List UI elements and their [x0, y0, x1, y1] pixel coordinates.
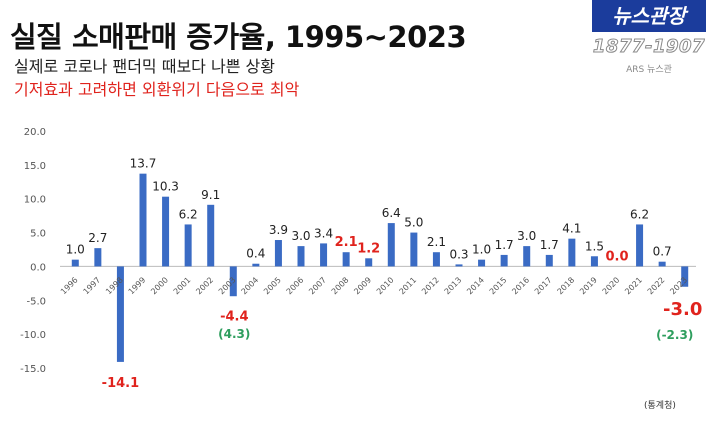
- bar-1999: [139, 173, 147, 267]
- bar-1998: [116, 266, 124, 362]
- bar-2015: [500, 254, 508, 267]
- bar-2019: [590, 256, 598, 267]
- bar-1996: [71, 259, 79, 267]
- x-tick-label-2018: 2018: [556, 275, 577, 296]
- subtitle-primary: 실제로 코로나 팬더믹 때보다 나쁜 상황: [14, 57, 275, 76]
- bar-2022: [658, 261, 666, 267]
- x-tick-label-2000: 2000: [149, 275, 170, 296]
- data-label-2001: 6.2: [179, 207, 198, 221]
- x-tick-label-2002: 2002: [194, 275, 215, 296]
- data-label-2011: 5.0: [404, 216, 423, 230]
- bar-2010: [387, 223, 395, 267]
- x-tick-label-2007: 2007: [307, 275, 328, 296]
- bar-2023: [681, 266, 689, 287]
- bar-2003: [229, 266, 237, 297]
- data-label-1999: 13.7: [130, 157, 157, 171]
- y-tick-label: 20.0: [24, 127, 46, 138]
- bar-2021: [636, 224, 644, 267]
- data-label-2022: 0.7: [653, 245, 672, 259]
- x-tick-label-2021: 2021: [623, 275, 644, 296]
- bar-2006: [297, 246, 305, 267]
- bar-2001: [184, 224, 192, 267]
- bar-2000: [162, 196, 170, 267]
- logo-name: 뉴스관장: [592, 0, 706, 32]
- bar-2013: [455, 264, 463, 267]
- data-label-2003: -4.4: [220, 310, 248, 325]
- channel-logo: 뉴스관장 1877-1907 ARS 뉴스관: [592, 0, 706, 84]
- x-tick-label-2013: 2013: [443, 275, 464, 296]
- data-label-2006: 3.0: [291, 229, 310, 243]
- y-tick-label: 0.0: [30, 262, 46, 273]
- y-tick-label: 5.0: [30, 229, 46, 240]
- data-label-2002: 9.1: [201, 188, 220, 202]
- x-tick-label-1997: 1997: [82, 275, 103, 296]
- bar-2007: [320, 243, 328, 267]
- data-label-2023: -3.0: [663, 299, 702, 320]
- source-note: (통계청): [644, 401, 676, 411]
- x-tick-label-2017: 2017: [533, 275, 554, 296]
- bar-2004: [252, 263, 260, 267]
- y-tick-label: -10.0: [20, 330, 46, 341]
- bar-2017: [545, 254, 553, 267]
- x-tick-label-2019: 2019: [578, 275, 599, 296]
- data-label-2016: 3.0: [517, 229, 536, 243]
- data-label-2019: 1.5: [585, 239, 604, 253]
- x-tick-label-1999: 1999: [127, 275, 148, 296]
- bar-2011: [410, 232, 418, 267]
- page-title: 실질 소매판매 증가율, 1995~2023: [10, 20, 467, 54]
- x-tick-label-2009: 2009: [352, 275, 373, 296]
- x-tick-label-2011: 2011: [398, 275, 419, 296]
- data-label-2012: 2.1: [427, 235, 446, 249]
- subtitle-highlight: 기저효과 고려하면 외환위기 다음으로 최악: [14, 80, 300, 99]
- data-label-2010: 6.4: [382, 206, 401, 220]
- data-label-2015: 1.7: [495, 238, 514, 252]
- data-label-2005: 3.9: [269, 223, 288, 237]
- x-tick-label-2014: 2014: [465, 275, 486, 296]
- data-label-2007: 3.4: [314, 226, 333, 240]
- y-tick-label: 15.0: [24, 161, 46, 172]
- bar-2014: [478, 259, 486, 267]
- y-tick-label: -5.0: [26, 296, 46, 307]
- data-label-2020: 0.0: [605, 249, 628, 264]
- x-tick-label-2010: 2010: [375, 275, 396, 296]
- data-label-1996: 1.0: [66, 243, 85, 257]
- x-tick-label-2006: 2006: [285, 275, 306, 296]
- x-tick-label-2015: 2015: [488, 275, 509, 296]
- logo-years: 1877-1907: [592, 36, 706, 58]
- x-tick-label-2012: 2012: [420, 275, 441, 296]
- x-tick-label-2020: 2020: [601, 275, 622, 296]
- data-label-2021: 6.2: [630, 207, 649, 221]
- data-label-1998: -14.1: [102, 376, 139, 391]
- y-tick-label: 10.0: [24, 195, 46, 206]
- bar-2018: [568, 238, 576, 267]
- data-label-1997: 2.7: [88, 231, 107, 245]
- data-label-2014: 1.0: [472, 243, 491, 257]
- x-tick-label-2022: 2022: [646, 275, 667, 296]
- bar-2002: [207, 204, 215, 267]
- x-tick-label-2005: 2005: [262, 275, 283, 296]
- bar-1997: [94, 248, 102, 267]
- x-tick-label-2008: 2008: [330, 275, 351, 296]
- annotation-2023: (-2.3): [656, 328, 693, 342]
- annotation-2003: (4.3): [218, 327, 250, 341]
- bar-2012: [432, 252, 440, 267]
- bar-2009: [365, 258, 373, 267]
- bar-2016: [523, 246, 531, 267]
- bar-2005: [274, 240, 282, 267]
- data-label-2000: 10.3: [152, 180, 179, 194]
- x-tick-label-2001: 2001: [172, 275, 193, 296]
- x-tick-label-1996: 1996: [59, 275, 80, 296]
- data-label-2018: 4.1: [562, 222, 581, 236]
- x-tick-label-2004: 2004: [240, 275, 261, 296]
- x-tick-label-2016: 2016: [510, 275, 531, 296]
- data-label-2009: 1.2: [357, 241, 380, 256]
- data-label-2008: 2.1: [335, 235, 358, 250]
- logo-sub: ARS 뉴스관: [626, 65, 672, 75]
- data-label-2004: 0.4: [246, 247, 265, 261]
- data-label-2013: 0.3: [449, 247, 468, 261]
- bar-2008: [342, 252, 350, 267]
- y-tick-label: -15.0: [20, 364, 46, 375]
- data-label-2017: 1.7: [540, 238, 559, 252]
